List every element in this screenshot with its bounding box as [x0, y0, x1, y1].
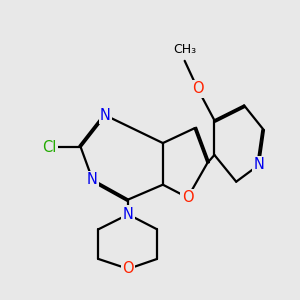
- Text: CH₃: CH₃: [173, 44, 196, 56]
- Text: O: O: [122, 261, 134, 276]
- Text: O: O: [192, 81, 203, 96]
- Text: Cl: Cl: [42, 140, 56, 154]
- Text: N: N: [87, 172, 98, 187]
- Text: O: O: [182, 190, 194, 205]
- Text: N: N: [123, 207, 134, 222]
- Text: N: N: [254, 158, 264, 172]
- Text: N: N: [100, 108, 111, 123]
